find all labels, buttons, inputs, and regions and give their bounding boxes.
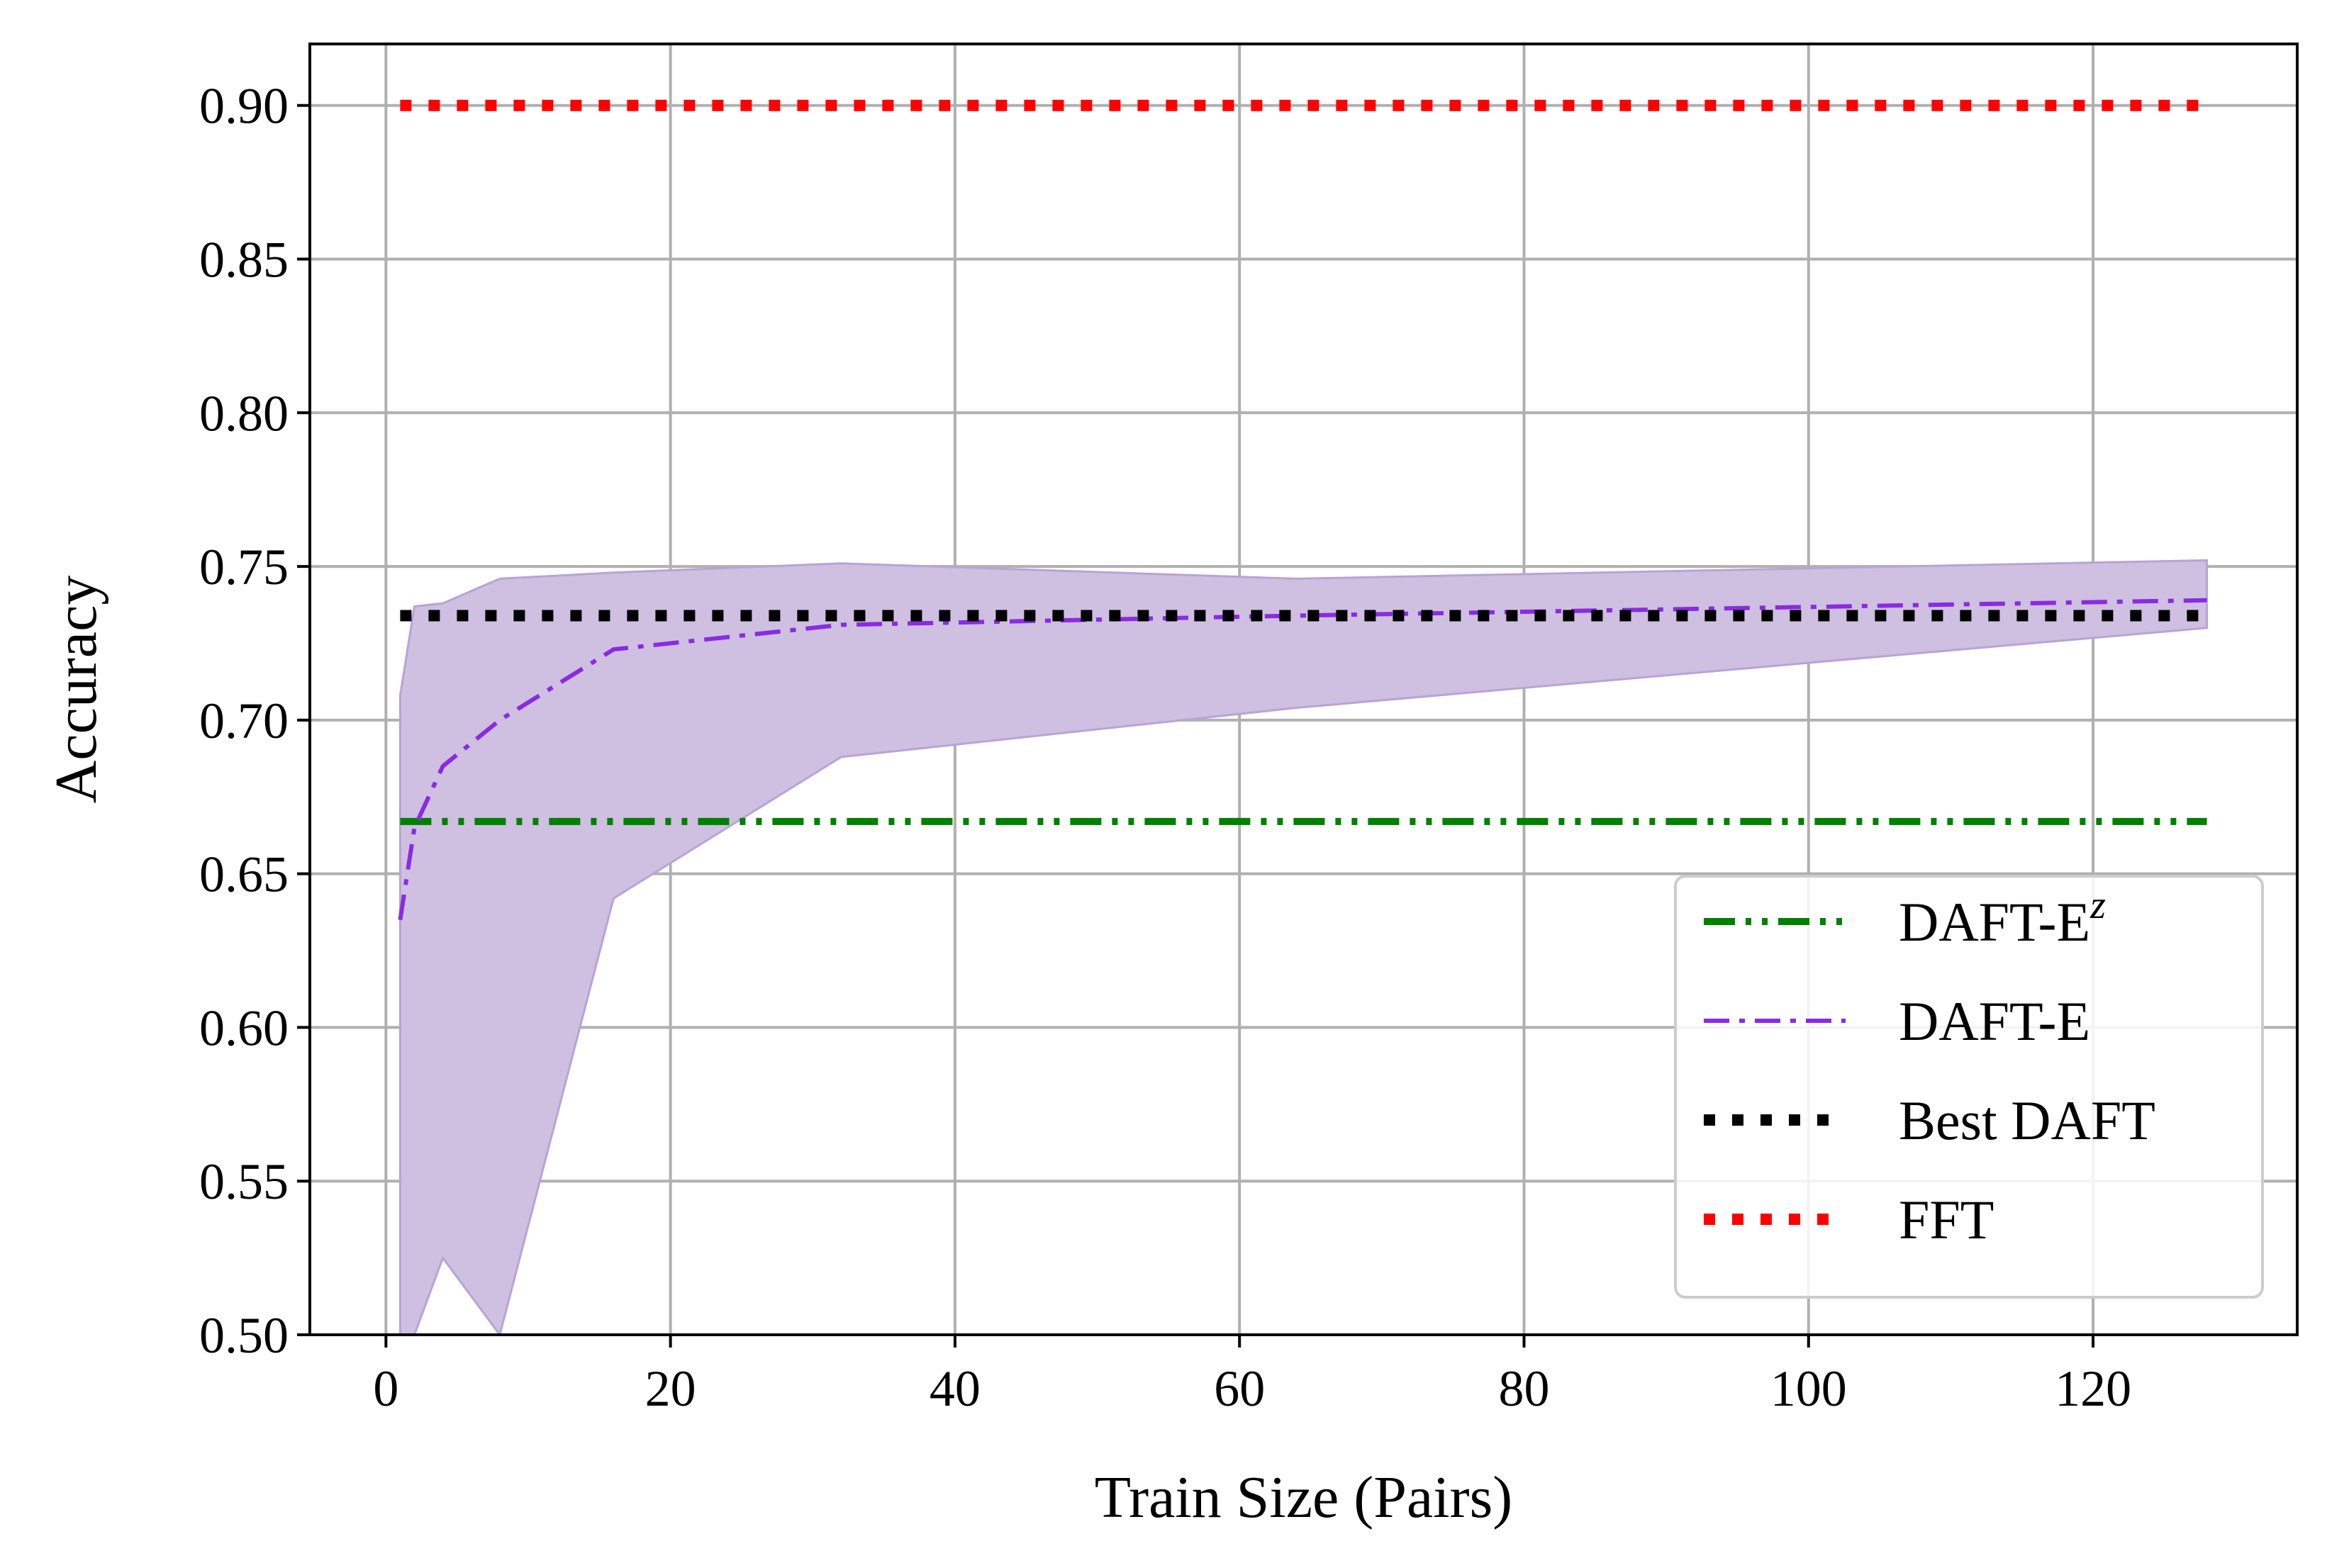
- y-tick-label: 0.75: [199, 539, 289, 595]
- plot-frame: [308, 43, 2299, 1336]
- daft-e-line: [398, 598, 2207, 921]
- legend-label-superscript: z: [2089, 883, 2106, 927]
- y-tick-label: 0.90: [199, 78, 289, 135]
- legend-item-daft-e: DAFT-E: [1704, 990, 2090, 1052]
- legend-label-base: DAFT-E: [1899, 891, 2090, 953]
- x-tick-label: 100: [1770, 1360, 1847, 1417]
- x-tick-label: 120: [2055, 1360, 2131, 1417]
- confidence-band-layer: [398, 559, 2209, 1335]
- x-tick-label: 40: [930, 1360, 981, 1417]
- x-axis-label: Train Size (Pairs): [1095, 1465, 1513, 1530]
- y-tick-label: 0.70: [199, 693, 289, 749]
- x-tick-label: 0: [373, 1360, 398, 1417]
- legend-label: Best DAFT: [1899, 1090, 2155, 1151]
- x-axis-ticks: 0 20 40 60 80 100 120: [373, 1335, 2131, 1417]
- x-tick-label: 20: [645, 1360, 696, 1417]
- y-tick-label: 0.85: [199, 232, 289, 289]
- y-axis-ticks: 0.50 0.55 0.60 0.65 0.70 0.75 0.80 0.85 0.90: [199, 78, 310, 1364]
- legend-item-daft-e-z: DAFT-Ez: [1704, 883, 2106, 953]
- y-tick-label: 0.60: [199, 999, 289, 1056]
- y-tick-label: 0.55: [199, 1153, 289, 1210]
- y-tick-label: 0.80: [199, 385, 289, 442]
- y-tick-label: 0.50: [199, 1307, 289, 1364]
- x-tick-label: 80: [1498, 1360, 1549, 1417]
- legend-label: DAFT-E: [1899, 990, 2090, 1052]
- legend-item-best-daft: Best DAFT: [1704, 1090, 2155, 1151]
- daft-e-confidence-band: [398, 559, 2209, 1335]
- legend-box: [1674, 875, 2264, 1299]
- x-tick-label: 60: [1214, 1360, 1265, 1417]
- series-layer: [398, 99, 2207, 921]
- legend-label: FFT: [1899, 1189, 1994, 1250]
- y-tick-label: 0.65: [199, 846, 289, 903]
- legend-item-fft: FFT: [1704, 1189, 1994, 1250]
- y-axis-label: Accuracy: [43, 576, 109, 804]
- legend-label: DAFT-Ez: [1899, 883, 2106, 953]
